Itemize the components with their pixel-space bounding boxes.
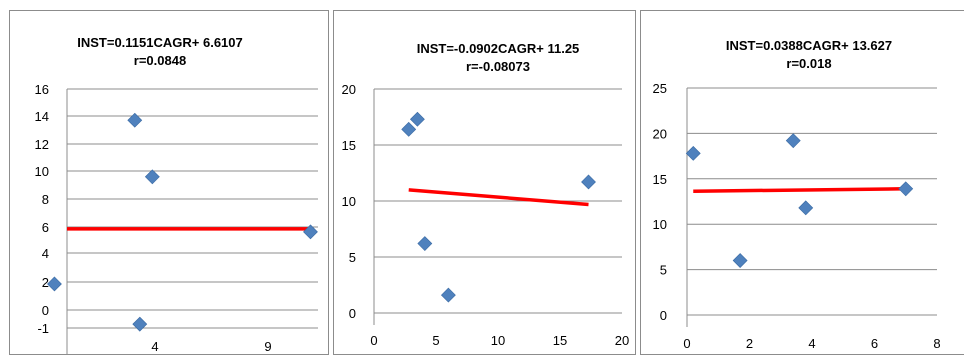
x-tick-label: 5: [432, 333, 439, 348]
x-tick-label: 6: [871, 336, 878, 351]
y-tick-label: 20: [342, 82, 356, 97]
y-tick-label: 15: [653, 172, 667, 187]
data-point: [440, 287, 456, 303]
y-tick-label: 20: [653, 126, 667, 141]
x-tick-label: 8: [933, 336, 940, 351]
data-point: [303, 224, 318, 240]
x-tick-label: 4: [808, 336, 815, 351]
x-tick-label: 0: [370, 333, 377, 348]
y-tick-label: 5: [349, 250, 356, 265]
trend-line: [408, 188, 589, 207]
y-tick-label: 5: [660, 263, 667, 278]
chart-subtitle: r=0.0848: [134, 53, 186, 68]
x-tick-label: 9: [264, 339, 271, 354]
x-tick-label: 2: [746, 336, 753, 351]
x-tick-label: 10: [491, 333, 505, 348]
x-tick-label: 20: [615, 333, 629, 348]
chart-panel-1: INST=0.1151CAGR+ 6.6107 r=0.0848 16 14 12 10 8…: [9, 10, 329, 355]
chart-panel-2: INST=-0.0902CAGR+ 11.25 r=-0.08073 20 15 10 5…: [333, 10, 636, 355]
y-tick-label: 14: [35, 109, 49, 124]
chart-3: INST=0.0388CAGR+ 13.627r=0.0182520151050…: [653, 38, 941, 351]
chart-2: INST=-0.0902CAGR+ 11.25 r=-0.08073 20 15 10 5…: [342, 41, 630, 348]
data-point: [785, 133, 801, 149]
data-point: [898, 181, 914, 197]
x-tick-label: 4: [151, 339, 158, 354]
y-tick-label: 0: [349, 306, 356, 321]
chart-panel-3: INST=0.0388CAGR+ 13.627 r=0.018 25 20 15 10 5 0…: [640, 10, 964, 355]
y-tick-label: 0: [42, 303, 49, 318]
y-tick-label: 2: [42, 275, 49, 290]
y-tick-label: 0: [660, 308, 667, 323]
chart-title: INST=0.0388CAGR+ 13.627: [726, 38, 892, 53]
data-point: [401, 121, 417, 137]
data-point: [798, 200, 814, 216]
data-point: [417, 236, 433, 251]
data-point: [581, 174, 596, 190]
y-tick-label: 10: [342, 194, 356, 209]
y-tick-label: 25: [653, 81, 667, 96]
chart-title: INST=-0.0902CAGR+ 11.25: [417, 41, 580, 56]
y-tick-label: 4: [42, 246, 49, 261]
y-tick-label: 6: [42, 220, 49, 235]
trend-line: [693, 187, 906, 193]
y-tick-label: 10: [653, 217, 667, 232]
data-point: [132, 316, 148, 332]
y-tick-label: 15: [342, 138, 356, 153]
y-tick-label: -1: [37, 321, 49, 336]
data-point: [685, 145, 701, 161]
x-tick-label: 0: [683, 336, 690, 351]
data-point: [732, 253, 748, 268]
data-point: [127, 112, 143, 128]
y-tick-label: 12: [35, 137, 49, 152]
chart-title: INST=0.1151CAGR+ 6.6107: [77, 35, 243, 50]
chart-subtitle: r=0.018: [786, 56, 831, 71]
y-tick-label: 16: [35, 82, 49, 97]
x-tick-label: 15: [553, 333, 567, 348]
data-point: [47, 276, 62, 292]
y-tick-label: 8: [42, 192, 49, 207]
data-point: [409, 111, 425, 127]
chart-1: INST=0.1151CAGR+ 6.6107 r=0.0848 16 14 12 10 8…: [35, 35, 318, 354]
chart-subtitle: r=-0.08073: [466, 59, 530, 74]
y-tick-label: 10: [35, 164, 49, 179]
data-point: [144, 169, 160, 185]
